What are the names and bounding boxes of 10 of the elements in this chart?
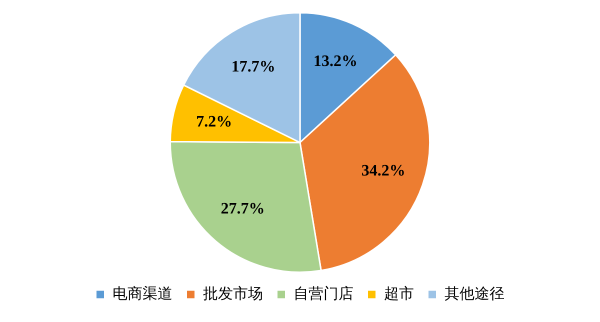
legend-label: 其他途径: [444, 284, 504, 302]
data-label: 27.7%: [220, 200, 265, 218]
data-label: 13.2%: [314, 52, 358, 70]
legend-label: 电商渠道: [112, 284, 172, 302]
legend-label: 自营门店: [293, 284, 354, 302]
legend-label: 超市: [384, 284, 414, 302]
data-label: 34.2%: [361, 162, 406, 180]
legend-label: 批发市场: [202, 284, 263, 302]
data-label: 7.2%: [196, 113, 232, 130]
data-label: 17.7%: [231, 58, 276, 76]
